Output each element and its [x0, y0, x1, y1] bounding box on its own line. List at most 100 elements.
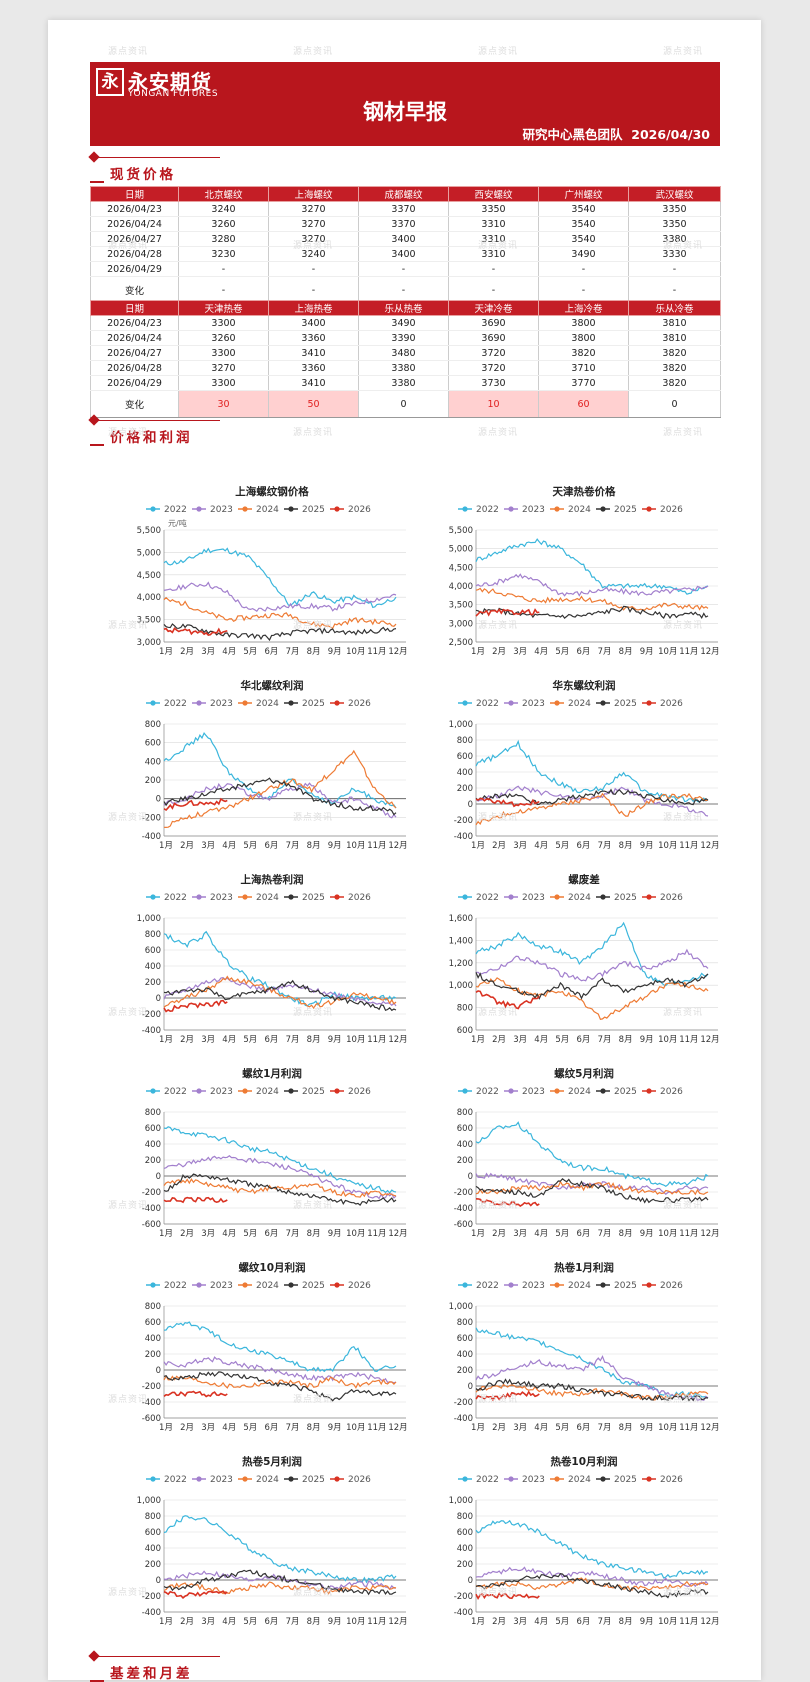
legend-entry: 2024 [256, 505, 279, 515]
x-tick-label: 8月 [619, 1423, 633, 1433]
x-tick-label: 3月 [513, 1423, 527, 1433]
x-tick-label: 9月 [640, 841, 654, 851]
legend-marker [600, 894, 606, 900]
y-tick-label: 400 [145, 1544, 161, 1554]
x-tick-label: 7月 [286, 1617, 300, 1627]
watermark: 源点资讯 [108, 621, 149, 631]
y-tick-label: 800 [145, 930, 161, 940]
x-tick-label: 5月 [555, 841, 569, 851]
table-row: 2026/04/28 3270 3360 3380 3720 3710 3820 [90, 360, 721, 376]
legend-marker [646, 894, 652, 900]
series-line-2023 [163, 581, 397, 613]
legend-entry: 2024 [256, 893, 279, 903]
legend-marker [462, 506, 468, 512]
y-tick-label: 600 [457, 1528, 473, 1538]
column-header: 武汉螺纹 [628, 186, 721, 202]
table-row: 2026/04/27 3300 3410 3480 3720 3820 3820 [90, 345, 721, 361]
x-tick-label: 8月 [619, 647, 633, 657]
table-cell: 3800 [538, 330, 629, 346]
legend-marker [462, 1088, 468, 1094]
x-tick-label: 2月 [492, 1617, 506, 1627]
series-line-2026 [475, 1198, 540, 1207]
watermark: 源点资讯 [478, 428, 519, 438]
x-tick-label: 5月 [243, 1617, 257, 1627]
legend-entry: 2024 [256, 699, 279, 709]
x-tick-label: 5月 [555, 1617, 569, 1627]
series-line-2025 [163, 1371, 397, 1402]
x-tick-label: 6月 [576, 1423, 590, 1433]
legend-entry: 2025 [614, 893, 637, 903]
series-line-2024 [163, 749, 397, 829]
series-line-2026 [163, 1390, 228, 1398]
x-tick-label: 9月 [328, 1035, 342, 1045]
x-tick-label: 9月 [640, 1229, 654, 1239]
x-tick-label: 11月 [679, 1229, 698, 1239]
legend-marker [600, 1088, 606, 1094]
x-tick-label: 3月 [513, 1035, 527, 1045]
table-cell: 3400 [358, 231, 449, 247]
chart-legend: 2022 2023 2024 2025 2026 [146, 1475, 371, 1485]
y-tick-label: -200 [454, 1398, 473, 1408]
change-cell: 10 [448, 390, 539, 418]
x-tick-label: 12月 [388, 841, 407, 851]
y-tick-label: 800 [145, 1512, 161, 1522]
legend-entry: 2025 [614, 1281, 637, 1291]
y-tick-label: 5,000 [449, 545, 473, 555]
watermark: 源点资讯 [108, 241, 149, 251]
series-line-2026 [163, 1196, 228, 1204]
y-tick-label: -400 [142, 1398, 161, 1408]
legend-entry: 2024 [256, 1281, 279, 1291]
legend-marker [196, 1476, 202, 1482]
legend-entry: 2024 [568, 1475, 591, 1485]
y-tick-label: 600 [145, 1528, 161, 1538]
y-tick-label: 0 [468, 1172, 473, 1182]
x-tick-label: 12月 [388, 1035, 407, 1045]
x-tick-label: 11月 [679, 647, 698, 657]
y-tick-label: 600 [457, 1124, 473, 1134]
y-tick-label: -200 [454, 1188, 473, 1198]
legend-entry: 2022 [164, 1475, 187, 1485]
table-cell: 2026/04/27 [90, 345, 179, 361]
legend-entry: 2023 [522, 1087, 545, 1097]
chart-2: 华北螺纹利润 2022 2023 2024 2025 2026 -400 -200 0 200 40… [112, 676, 412, 870]
chart-5: 螺废差 2022 2023 2024 2025 2026 600 800 1,000 1,200 1… [424, 870, 724, 1064]
legend-marker [288, 700, 294, 706]
watermark: 源点资讯 [478, 1201, 519, 1211]
x-tick-label: 7月 [286, 1229, 300, 1239]
column-header: 上海螺纹 [268, 186, 359, 202]
y-tick-label: 0 [468, 1576, 473, 1586]
y-tick-label: 600 [145, 1318, 161, 1328]
y-tick-label: -400 [454, 832, 473, 842]
chart-title: 螺纹5月利润 [554, 1067, 614, 1080]
chart-0: 上海螺纹钢价格 2022 2023 2024 2025 2026 元/吨 3,000 3,500… [112, 482, 412, 676]
series-line-2025 [475, 1573, 709, 1599]
legend-entry: 2025 [614, 699, 637, 709]
x-tick-label: 6月 [264, 647, 278, 657]
y-tick-label: 2,500 [449, 638, 473, 648]
series-line-2024 [163, 1581, 397, 1595]
chart-svg: 天津热卷价格 2022 2023 2024 2025 2026 2,500 3,000 3,50… [449, 485, 720, 657]
y-tick-label: 1,200 [449, 959, 473, 969]
series-line-2022 [475, 538, 709, 595]
x-tick-label: 1月 [471, 1035, 485, 1045]
x-tick-label: 8月 [619, 1035, 633, 1045]
x-tick-label: 8月 [307, 647, 321, 657]
diamond-icon [88, 1650, 100, 1662]
x-tick-label: 7月 [286, 1035, 300, 1045]
legend-entry: 2023 [522, 699, 545, 709]
x-tick-label: 10月 [658, 1617, 677, 1627]
x-tick-label: 8月 [307, 1035, 321, 1045]
y-tick-label: -600 [454, 1220, 473, 1230]
x-tick-label: 1月 [471, 1617, 485, 1627]
x-tick-label: 7月 [598, 1617, 612, 1627]
column-header: 成都螺纹 [358, 186, 449, 202]
table-cell: 2026/04/28 [90, 360, 179, 376]
legend-marker [462, 1476, 468, 1482]
watermark: 源点资讯 [478, 1008, 519, 1018]
watermark: 源点资讯 [108, 1201, 149, 1211]
legend-entry: 2023 [210, 893, 233, 903]
x-tick-label: 1月 [159, 841, 173, 851]
y-tick-label: 3,500 [449, 601, 473, 611]
report-banner: 永 永安期货 YONGAN FUTURES 钢材早报 研究中心黑色团队 2026… [90, 62, 720, 146]
legend-entry: 2022 [476, 1475, 499, 1485]
